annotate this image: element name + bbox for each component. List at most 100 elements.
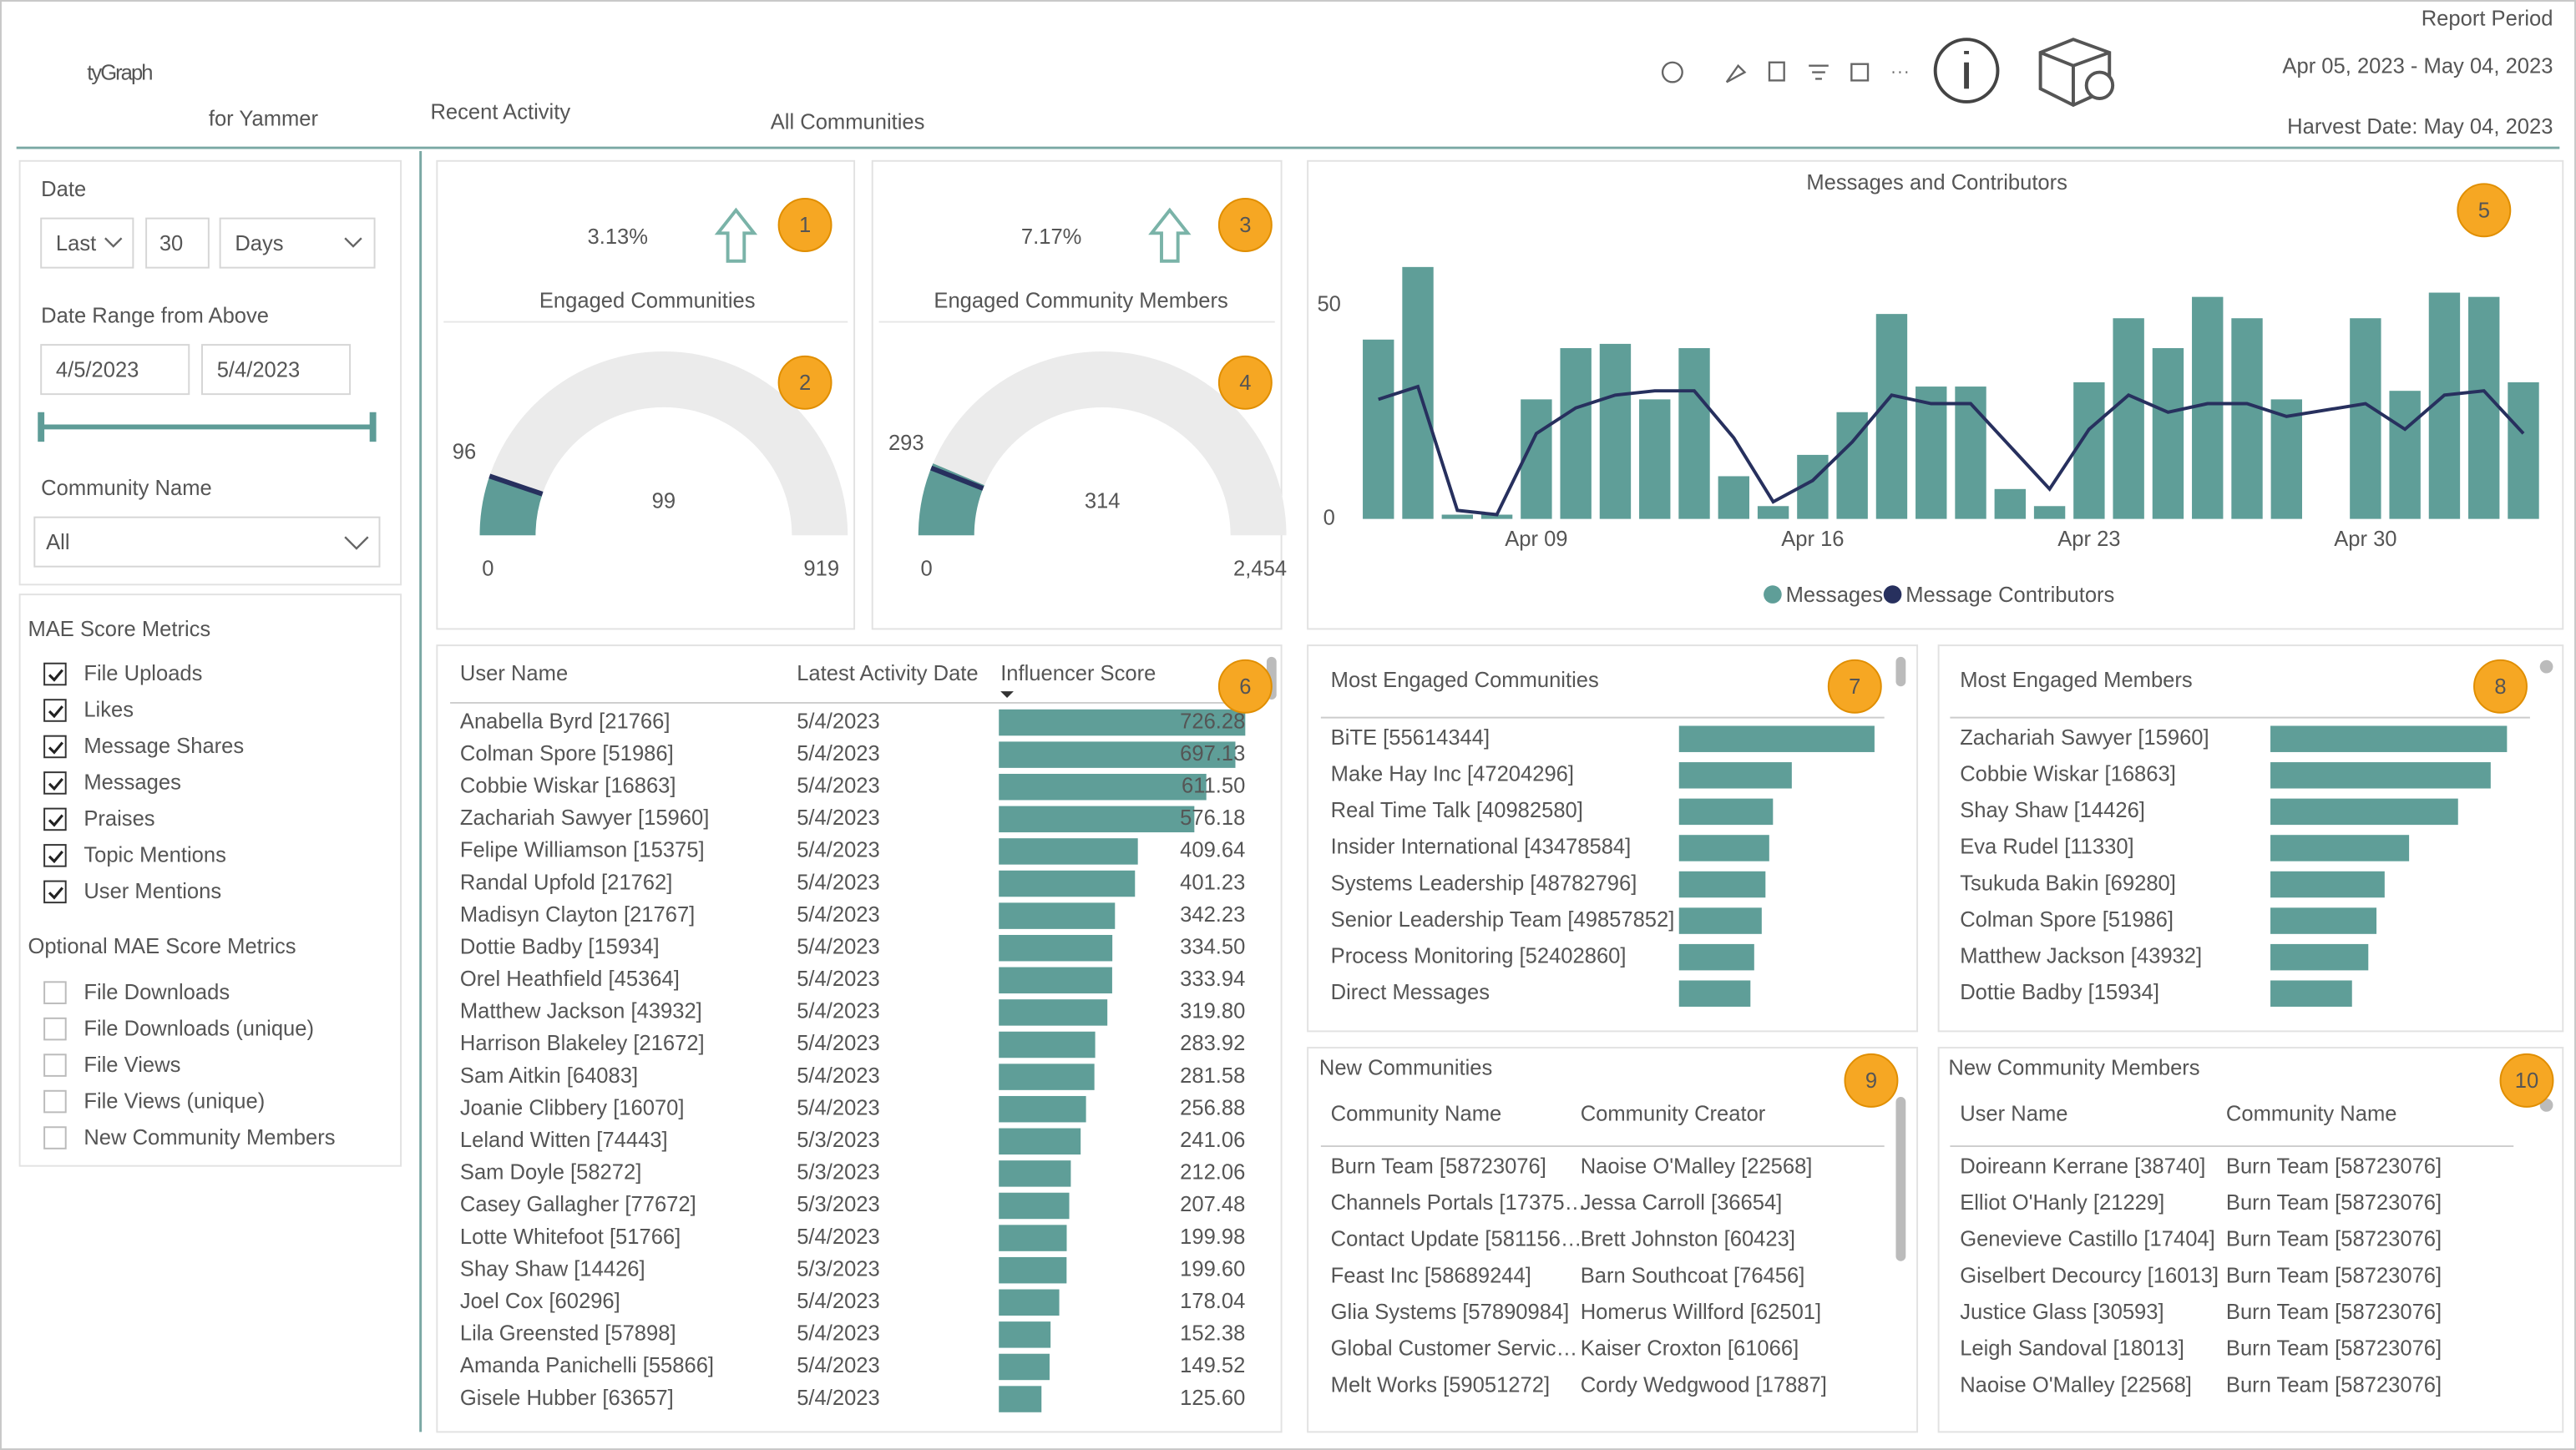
scope: All Communities <box>771 110 925 134</box>
cell: Make Hay Inc [47204296] <box>1331 763 1574 786</box>
checkbox[interactable] <box>43 1053 67 1077</box>
chevron <box>104 237 123 248</box>
date-input[interactable] <box>40 344 190 396</box>
cell: 5/4/2023 <box>797 1225 880 1249</box>
checkbox[interactable] <box>43 981 67 1004</box>
cell-value: 576.18 <box>1180 806 1245 830</box>
checkbox[interactable] <box>43 807 67 831</box>
cell: Burn Team [58723076] <box>2226 1264 2442 1287</box>
harvest-date: Harvest Date: May 04, 2023 <box>2287 115 2553 139</box>
cell-value: 409.64 <box>1180 839 1245 862</box>
date-input[interactable] <box>201 344 352 396</box>
score-bar <box>999 806 1195 833</box>
cell: Dottie Badby [15934] <box>460 935 660 958</box>
x-tick-label: Apr 30 <box>2334 528 2396 551</box>
trend-arrow <box>714 207 758 263</box>
info-icon[interactable] <box>1933 38 2000 104</box>
filter-icon[interactable] <box>1809 64 1829 80</box>
cell-value: 611.50 <box>1182 774 1245 797</box>
cell-value: 199.60 <box>1180 1257 1245 1281</box>
checkbox[interactable] <box>43 735 67 759</box>
bar <box>1916 386 1947 519</box>
bar <box>2192 296 2224 519</box>
cell: Burn Team [58723076] <box>2226 1337 2442 1361</box>
bar <box>1639 399 1671 519</box>
checkbox[interactable] <box>43 699 67 722</box>
score-bar <box>999 1128 1081 1155</box>
cell: Sam Aitkin [64083] <box>460 1064 638 1088</box>
dropdown-value: All <box>46 531 69 554</box>
checkbox[interactable] <box>43 1089 67 1114</box>
logo: tyGraph <box>87 61 152 84</box>
dropdown[interactable] <box>33 516 381 568</box>
checkbox[interactable] <box>43 662 67 686</box>
scrollbar[interactable] <box>1895 656 1906 687</box>
bar <box>2113 318 2144 519</box>
table-panel <box>1937 644 2564 1033</box>
score-bar <box>999 1064 1095 1090</box>
legend-marker <box>1764 585 1782 604</box>
checkbox-label: User Mentions <box>84 880 221 903</box>
checkbox[interactable] <box>43 771 67 795</box>
cell: Melt Works [59051272] <box>1331 1373 1550 1397</box>
cell: Global Customer Servic… <box>1331 1337 1578 1361</box>
bar <box>2270 762 2491 789</box>
input[interactable] <box>145 217 210 269</box>
slider-handle[interactable] <box>369 412 377 442</box>
checkbox-label: Likes <box>84 699 134 722</box>
copy-icon[interactable] <box>1768 61 1785 82</box>
bar <box>1678 943 1754 971</box>
bar <box>1757 506 1789 519</box>
pin-icon[interactable] <box>1725 63 1747 83</box>
cell: 5/3/2023 <box>797 1129 880 1152</box>
kpi-value: 7.17% <box>1021 225 1081 249</box>
badge <box>2499 1053 2554 1108</box>
score-bar <box>999 902 1116 929</box>
bar <box>2270 980 2352 1007</box>
bar <box>2270 798 2458 826</box>
cell-value: 333.94 <box>1180 968 1245 991</box>
dropdown-value: Days <box>235 232 283 255</box>
date-value: 4/5/2023 <box>56 358 139 381</box>
filter-label: Community Name <box>41 477 212 500</box>
focus-icon[interactable] <box>1850 63 1870 82</box>
checkbox[interactable] <box>43 1017 67 1041</box>
score-bar <box>999 1353 1050 1381</box>
badge <box>1844 1053 1899 1108</box>
checkbox[interactable] <box>43 844 67 867</box>
score-bar <box>999 1160 1071 1187</box>
gauge-min: 0 <box>482 557 493 580</box>
score-bar <box>999 709 1246 736</box>
scrollbar[interactable] <box>2539 659 2553 674</box>
cell: Real Time Talk [40982580] <box>1331 799 1583 822</box>
checkbox[interactable] <box>43 880 67 904</box>
cell: Eva Rudel [11330] <box>1960 836 2133 859</box>
chevron <box>344 536 369 550</box>
cell-value: 199.98 <box>1180 1225 1245 1249</box>
checkbox-label: Topic Mentions <box>84 844 226 867</box>
badge <box>777 355 833 410</box>
report-period-label: Report Period <box>2422 7 2553 30</box>
chart-title: Messages and Contributors <box>1806 171 2067 195</box>
bar <box>2508 381 2539 519</box>
scrollbar[interactable] <box>1895 1097 1906 1261</box>
badge-number: 3 <box>1239 214 1251 237</box>
cell: Dottie Badby [15934] <box>1960 981 2159 1004</box>
bar <box>1678 980 1751 1007</box>
slider-handle[interactable] <box>38 412 45 442</box>
gauge-max: 919 <box>803 557 839 580</box>
cell: 5/4/2023 <box>797 935 880 958</box>
checkmark <box>48 814 63 827</box>
cell: Colman Spore [51986] <box>1960 908 2174 932</box>
input-value: 30 <box>159 232 183 255</box>
help-icon[interactable] <box>1661 61 1683 83</box>
cell-value: 149.52 <box>1180 1354 1245 1377</box>
bar <box>2270 871 2385 898</box>
checkbox[interactable] <box>43 1126 67 1149</box>
cell-value: 125.60 <box>1180 1387 1245 1410</box>
score-bar <box>999 967 1112 994</box>
trend-arrow <box>1148 207 1192 263</box>
